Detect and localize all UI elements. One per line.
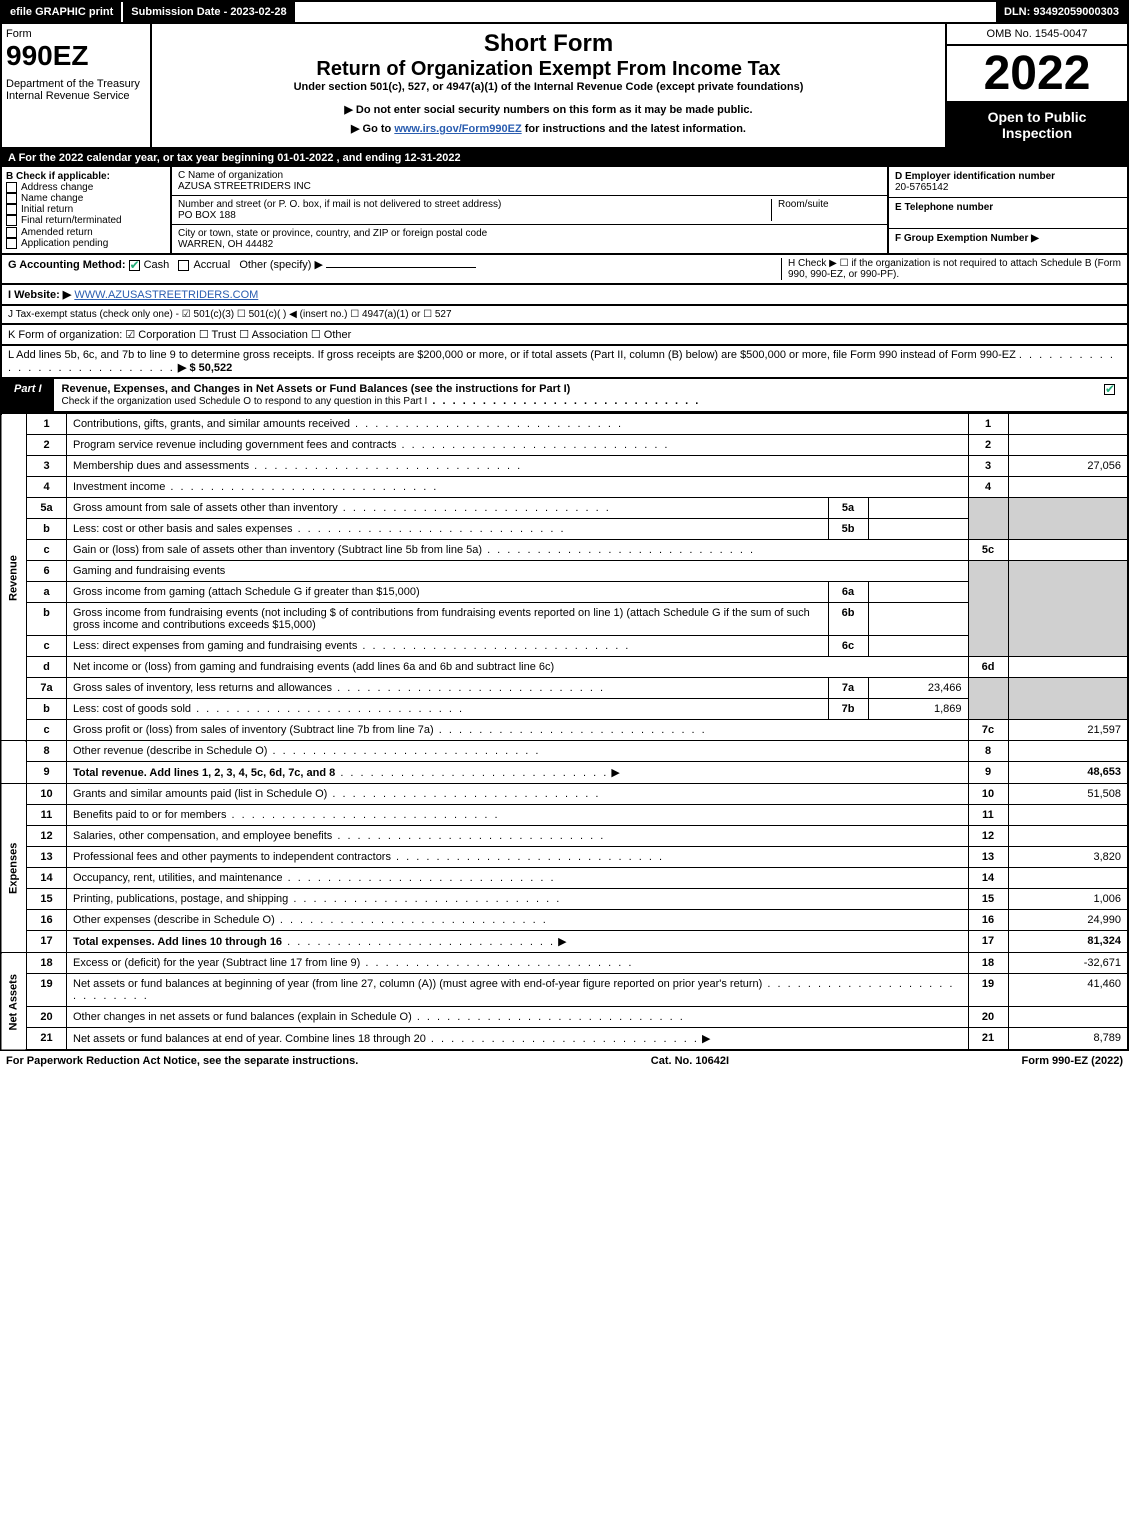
part1-check-text: Check if the organization used Schedule … [62, 396, 428, 407]
val-13: 3,820 [1008, 847, 1128, 868]
vlabel-revenue: Revenue [1, 414, 27, 741]
val-4 [1008, 477, 1128, 498]
val-6a [868, 582, 968, 603]
val-11 [1008, 805, 1128, 826]
short-form-title: Short Form [158, 30, 939, 58]
val-20 [1008, 1007, 1128, 1028]
dept-irs: Internal Revenue Service [6, 90, 146, 102]
instruction-goto: ▶ Go to www.irs.gov/Form990EZ for instru… [158, 122, 939, 135]
entity-info-block: B Check if applicable: Address change Na… [0, 167, 1129, 255]
val-6c [868, 636, 968, 657]
return-title: Return of Organization Exempt From Incom… [158, 58, 939, 81]
checkbox-application-pending[interactable] [6, 238, 17, 249]
val-21: 8,789 [1008, 1028, 1128, 1051]
checkbox-accrual[interactable] [178, 260, 189, 271]
box-d-label: D Employer identification number [895, 171, 1121, 182]
checkbox-final-return[interactable] [6, 215, 17, 226]
vlabel-net-assets: Net Assets [1, 953, 27, 1051]
page-footer: For Paperwork Reduction Act Notice, see … [0, 1051, 1129, 1071]
box-f-label: F Group Exemption Number ▶ [895, 233, 1121, 244]
efile-print-label[interactable]: efile GRAPHIC print [2, 2, 121, 22]
val-1 [1008, 414, 1128, 435]
section-a-tax-year: A For the 2022 calendar year, or tax yea… [0, 149, 1129, 167]
box-e-label: E Telephone number [895, 202, 1121, 213]
part1-tab: Part I [2, 379, 54, 411]
checkbox-name-change[interactable] [6, 193, 17, 204]
irs-link[interactable]: www.irs.gov/Form990EZ [394, 123, 521, 135]
line-h-text: H Check ▶ ☐ if the organization is not r… [781, 258, 1121, 280]
submission-date: Submission Date - 2023-02-28 [121, 2, 294, 22]
checkbox-schedule-o[interactable] [1104, 384, 1115, 395]
under-section: Under section 501(c), 527, or 4947(a)(1)… [158, 81, 939, 93]
val-5c [1008, 540, 1128, 561]
line-l-amount: ▶ $ 50,522 [178, 362, 232, 374]
omb-number: OMB No. 1545-0047 [947, 24, 1127, 46]
footer-center: Cat. No. 10642I [651, 1055, 729, 1067]
val-7c: 21,597 [1008, 720, 1128, 741]
line-g-h: G Accounting Method: Cash Accrual Other … [0, 255, 1129, 285]
val-18: -32,671 [1008, 953, 1128, 974]
val-14 [1008, 868, 1128, 889]
val-17: 81,324 [1008, 931, 1128, 953]
val-3: 27,056 [1008, 456, 1128, 477]
val-15: 1,006 [1008, 889, 1128, 910]
form-label: Form [6, 28, 146, 40]
tax-year: 2022 [947, 46, 1127, 103]
dept-treasury: Department of the Treasury [6, 78, 146, 90]
val-7b: 1,869 [868, 699, 968, 720]
street-value: PO BOX 188 [178, 210, 771, 221]
line-j: J Tax-exempt status (check only one) - ☑… [0, 306, 1129, 325]
city-label: City or town, state or province, country… [178, 228, 881, 239]
part1-header: Part I Revenue, Expenses, and Changes in… [0, 379, 1129, 413]
vlabel-expenses: Expenses [1, 784, 27, 953]
top-bar: efile GRAPHIC print Submission Date - 20… [0, 0, 1129, 24]
val-16: 24,990 [1008, 910, 1128, 931]
footer-left: For Paperwork Reduction Act Notice, see … [6, 1055, 358, 1067]
line-g-label: G Accounting Method: [8, 259, 126, 271]
box-c-label: C Name of organization [178, 170, 881, 181]
val-10: 51,508 [1008, 784, 1128, 805]
form-header: Form 990EZ Department of the Treasury In… [0, 24, 1129, 149]
val-19: 41,460 [1008, 974, 1128, 1007]
val-9: 48,653 [1008, 762, 1128, 784]
ein-value: 20-5765142 [895, 182, 1121, 193]
line-l: L Add lines 5b, 6c, and 7b to line 9 to … [0, 346, 1129, 379]
org-name: AZUSA STREETRIDERS INC [178, 181, 881, 192]
dln-number: DLN: 93492059000303 [996, 2, 1127, 22]
room-suite-label: Room/suite [771, 199, 881, 221]
line-i: I Website: ▶ WWW.AZUSASTREETRIDERS.COM [0, 285, 1129, 306]
val-12 [1008, 826, 1128, 847]
website-link[interactable]: WWW.AZUSASTREETRIDERS.COM [74, 289, 258, 301]
checkbox-amended-return[interactable] [6, 227, 17, 238]
checkbox-initial-return[interactable] [6, 204, 17, 215]
val-6b [868, 603, 968, 636]
val-6d [1008, 657, 1128, 678]
instruction-no-ssn: ▶ Do not enter social security numbers o… [158, 103, 939, 116]
part1-title: Revenue, Expenses, and Changes in Net As… [62, 383, 571, 395]
footer-right: Form 990-EZ (2022) [1022, 1055, 1123, 1067]
open-public-inspection: Open to Public Inspection [947, 103, 1127, 147]
form-number: 990EZ [6, 40, 146, 72]
val-5b [868, 519, 968, 540]
street-label: Number and street (or P. O. box, if mail… [178, 199, 771, 210]
checkbox-address-change[interactable] [6, 182, 17, 193]
val-2 [1008, 435, 1128, 456]
part1-table: Revenue 1 Contributions, gifts, grants, … [0, 413, 1129, 1051]
checkbox-cash[interactable] [129, 260, 140, 271]
val-7a: 23,466 [868, 678, 968, 699]
box-b-title: B Check if applicable: [6, 171, 166, 182]
val-8 [1008, 741, 1128, 762]
val-5a [868, 498, 968, 519]
line-k: K Form of organization: ☑ Corporation ☐ … [0, 325, 1129, 346]
city-value: WARREN, OH 44482 [178, 239, 881, 250]
